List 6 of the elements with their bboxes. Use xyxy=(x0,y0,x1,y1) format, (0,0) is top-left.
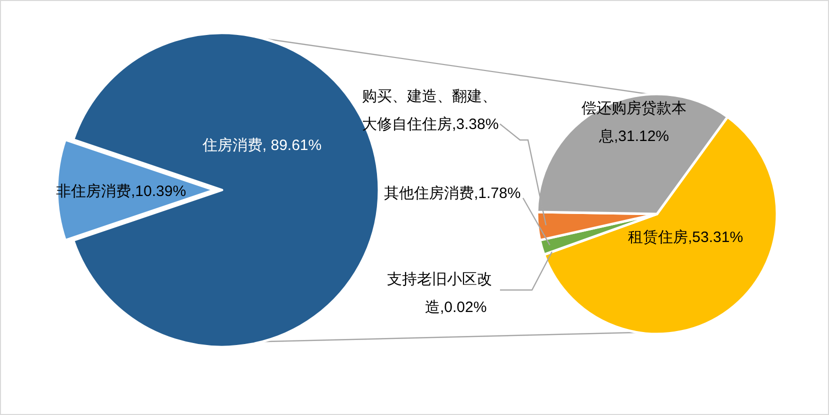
slice-label: 购买、建造、翻建、大修自住住房,3.38% xyxy=(362,88,499,133)
slice-label: 支持老旧小区改造,0.02% xyxy=(387,271,492,316)
slice-label: 其他住房消费,1.78% xyxy=(384,185,521,202)
slice-label: 住房消费, 89.61% xyxy=(201,137,322,154)
slice-label: 偿还购房贷款本息,31.12% xyxy=(582,100,686,145)
slice-label: 租赁住房,53.31% xyxy=(628,229,744,246)
